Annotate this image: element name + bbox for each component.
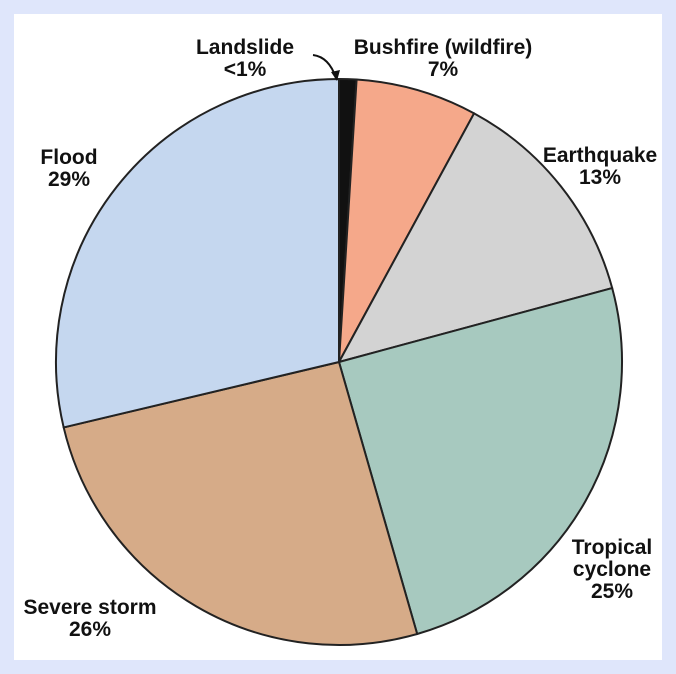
pie-label-value: 13% [579, 166, 621, 189]
pie-labels: Landslide <1% Bushfire (wildfire) 7% Earthqu… [23, 36, 657, 641]
pie-label-name: Severe storm [23, 596, 156, 619]
pie-label-name: Bushfire (wildfire) [354, 36, 533, 59]
pie-label-value: 29% [48, 168, 90, 191]
pie-label-name: Flood [40, 146, 97, 169]
pie-slice-bushfire-wildfire [338, 78, 476, 363]
pie-slice-flood [55, 78, 340, 429]
pie-slices [55, 78, 623, 646]
pie-label-severe-storm: Severe storm 26% [23, 596, 156, 641]
pie-label-value: <1% [224, 58, 267, 81]
pie-label-flood: Flood 29% [40, 146, 97, 191]
pie-label-bushfire-wildfire: Bushfire (wildfire) 7% [354, 36, 533, 81]
pie-leader-lines [312, 54, 340, 81]
pie-label-name: Landslide [196, 36, 294, 59]
leader-line-landslide [312, 54, 337, 79]
pie-slice-earthquake [338, 112, 614, 363]
pie-label-value: 7% [428, 58, 459, 81]
pie-label-value: 26% [69, 618, 111, 641]
pie-label-landslide: Landslide <1% [196, 36, 294, 81]
pie-slice-severe-storm [62, 361, 419, 646]
pie-label-name: Tropical [572, 536, 653, 559]
pie-label-name: cyclone [573, 558, 651, 581]
pie-label-tropical-cyclone: Tropical cyclone 25% [572, 536, 653, 603]
pie-label-value: 25% [591, 580, 633, 603]
leader-arrow-landslide [331, 70, 340, 81]
pie-label-earthquake: Earthquake 13% [543, 144, 657, 189]
pie-label-name: Earthquake [543, 144, 657, 167]
pie-slice-tropical-cyclone [338, 287, 623, 635]
